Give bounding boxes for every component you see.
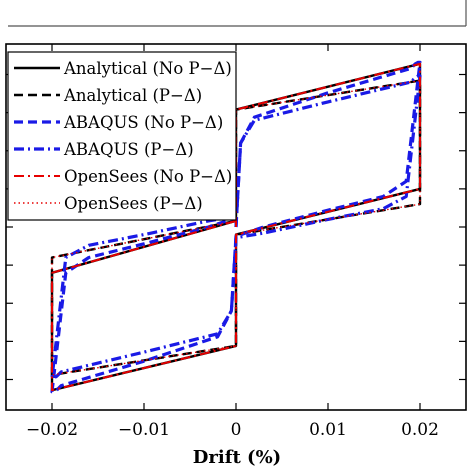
legend-label: OpenSees (No P−Δ) — [64, 167, 232, 186]
legend-label: Analytical (No P−Δ) — [63, 59, 232, 78]
legend-label: OpenSees (P−Δ) — [64, 194, 203, 213]
x-tick-label: 0 — [231, 420, 242, 440]
series-line-5 — [51, 62, 421, 392]
legend-label: ABAQUS (No P−Δ) — [63, 113, 223, 132]
x-tick-label: 0.01 — [309, 420, 347, 440]
legend-label: Analytical (P−Δ) — [63, 86, 202, 105]
series-layer — [50, 60, 422, 394]
x-tick-label: −0.02 — [26, 420, 78, 440]
x-tick-label: 0.02 — [401, 420, 439, 440]
x-tick-label: −0.01 — [118, 420, 170, 440]
axis-ticks: −0.02 −0.01 0 0.01 0.02 — [6, 44, 466, 440]
figure-frame-top — [8, 0, 467, 27]
legend-label: ABAQUS (P−Δ) — [63, 140, 194, 159]
legend: Analytical (No P−Δ) Analytical (P−Δ) ABAQU… — [7, 51, 237, 221]
x-axis-label: Drift (%) — [193, 447, 281, 468]
legend-box — [7, 51, 237, 221]
